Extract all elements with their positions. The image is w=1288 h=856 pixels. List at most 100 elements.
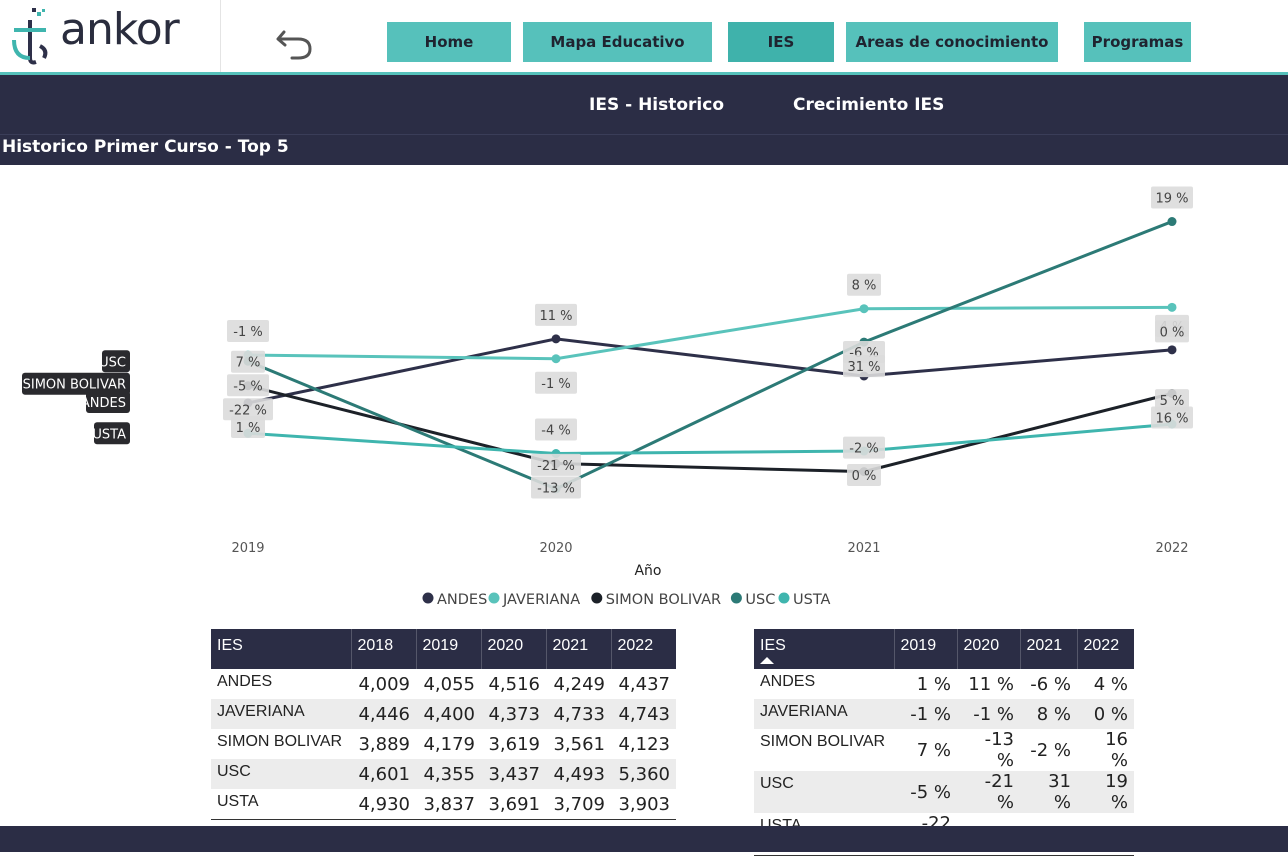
col-header-2019[interactable]: 2019 [893,629,957,669]
data-point[interactable] [551,334,561,344]
svg-text:31 %: 31 % [847,360,880,375]
value-cell: 3,691 [481,789,546,820]
data-point[interactable] [551,354,561,364]
table-row[interactable]: ANDES 1 % 11 % -6 % 4 % [754,669,1134,699]
table-row[interactable]: ANDES 4,009 4,055 4,516 4,249 4,437 [211,669,676,699]
value-cell: 16 % [1105,729,1128,771]
svg-text:-1 %: -1 % [541,377,570,392]
value-cell: 4,055 [423,673,475,695]
data-point[interactable] [1167,217,1177,227]
value-cell: 4,400 [416,699,481,729]
col-header-2022[interactable]: 2022 [610,629,676,669]
value-cell: -21 % [957,771,1020,813]
col-header-2021[interactable]: 2021 [1019,629,1077,669]
value-cell: 4,123 [618,733,670,755]
ies-name-cell: SIMON BOLIVAR [760,733,886,750]
back-button[interactable] [272,20,318,66]
value-cell: -1 % [957,699,1020,729]
value-cell: 0 % [1077,699,1134,729]
value-cell: 4,930 [351,789,416,820]
value-cell: 3,619 [488,733,540,755]
data-label: 0 % [847,464,881,487]
ies-name-cell: ANDES [760,673,816,690]
header-divider [0,72,1288,75]
col-header-2020[interactable]: 2020 [956,629,1020,669]
legend-label: SIMON BOLIVAR [606,592,721,608]
value-cell: 3,889 [358,733,410,755]
series-start-label: ANDES [81,390,130,413]
value-cell: 4,733 [546,699,611,729]
value-cell: 3,837 [416,789,481,820]
value-cell: 4,516 [488,673,540,695]
value-cell: 4,493 [546,759,611,789]
x-axis-label: Año [634,563,661,579]
col-header-label: IES [760,637,786,654]
tab-ies-historico[interactable]: IES - Historico [589,95,725,115]
series-line[interactable] [247,305,1173,361]
ies-name-cell: JAVERIANA [754,699,894,729]
undo-arrow-icon [276,30,312,60]
table-row[interactable]: USC 4,601 4,355 3,437 4,493 5,360 [211,759,676,789]
legend-marker [730,592,742,604]
value-cell: 4,355 [416,759,481,789]
svg-text:ANDES: ANDES [81,396,126,411]
col-header-2018[interactable]: 2018 [350,629,416,669]
col-header-2020[interactable]: 2020 [480,629,546,669]
legend-item[interactable]: SIMON BOLIVAR [591,592,721,608]
table-row[interactable]: JAVERIANA -1 % -1 % 8 % 0 % [754,699,1134,729]
col-header-2022[interactable]: 2022 [1076,629,1134,669]
value-cell: 4,009 [358,673,410,695]
tab-crecimiento-ies[interactable]: Crecimiento IES [793,95,945,115]
ies-name-cell: USTA [211,789,351,820]
svg-text:-1 %: -1 % [233,325,262,340]
data-point[interactable] [859,304,869,314]
data-label: 19 % [1151,186,1193,209]
legend-item[interactable]: USTA [778,592,831,608]
value-cell: -1 % [894,699,957,729]
series-line[interactable] [247,337,1173,405]
svg-text:0 %: 0 % [852,469,877,484]
value-cell: 4,601 [351,759,416,789]
legend-item[interactable]: ANDES [422,592,488,608]
table-row[interactable]: USC -5 % -21 % 31 % 19 % [754,771,1134,813]
col-header-ies-sorted[interactable]: IES [754,629,894,669]
col-header-2019[interactable]: 2019 [415,629,481,669]
data-label: 8 % [847,273,881,296]
series-line[interactable] [247,422,1173,456]
ankor-logo-icon [12,8,48,65]
table-row[interactable]: SIMON BOLIVAR 3,889 4,179 3,619 3,561 4,123 [211,729,676,759]
col-header-2021[interactable]: 2021 [545,629,611,669]
nav-ies-button[interactable]: IES [728,22,834,62]
value-cell: 7 % [916,739,951,761]
table-row[interactable]: JAVERIANA 4,446 4,400 4,373 4,733 4,743 [211,699,676,729]
value-cell: 4,446 [351,699,416,729]
chart-series-start-labels: SIMON BOLIVAR ANDES USC USTA [22,350,130,445]
svg-text:5 %: 5 % [1160,394,1185,409]
series-line[interactable] [247,220,1173,491]
data-label: -13 % [531,476,581,499]
table-row[interactable]: SIMON BOLIVAR 7 % -13 % -2 % 16 % [754,729,1134,771]
table-row[interactable]: USTA 4,930 3,837 3,691 3,709 3,903 [211,789,676,820]
svg-text:0 %: 0 % [1160,325,1185,340]
nav-mapa-educativo-button[interactable]: Mapa Educativo [523,22,712,62]
col-header-ies[interactable]: IES [211,629,351,669]
nav-programas-button[interactable]: Programas [1084,22,1191,62]
data-point[interactable] [1167,345,1177,355]
value-cell: 4,373 [481,699,546,729]
chart-data-labels: 1 %11 %-6 %4 %-1 %-1 %8 %0 %7 %-13 %-2 %… [223,186,1193,499]
value-cell: 4 % [1093,673,1128,695]
value-cell: -2 % [1030,739,1071,761]
x-tick-label: 2021 [847,541,880,556]
value-cell: 1 % [916,673,951,695]
nav-areas-button[interactable]: Areas de conocimiento [846,22,1058,62]
legend-item[interactable]: JAVERIANA [488,592,581,608]
section-title: Historico Primer Curso - Top 5 [2,137,289,157]
value-cell: 3,561 [553,733,605,755]
series-line[interactable] [247,384,1173,474]
data-label: -1 % [227,320,269,342]
data-point[interactable] [1167,302,1177,312]
legend-item[interactable]: USC [730,592,775,608]
nav-home-button[interactable]: Home [387,22,511,62]
svg-text:USC: USC [99,355,126,370]
data-label: 7 % [231,350,265,373]
